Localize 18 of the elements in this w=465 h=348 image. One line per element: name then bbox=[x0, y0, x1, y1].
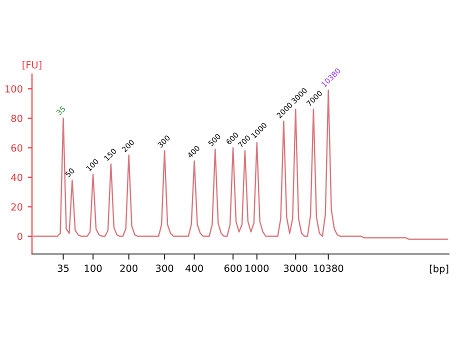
y-tick-label: 100 bbox=[5, 85, 22, 93]
x-tick-label: 100 bbox=[84, 264, 102, 272]
y-tick-label: 60 bbox=[11, 144, 22, 152]
x-tick-label: 300 bbox=[156, 264, 174, 272]
y-tick-label: 40 bbox=[11, 174, 22, 182]
y-tick-label: 20 bbox=[11, 203, 22, 211]
x-tick-label: 35 bbox=[58, 264, 69, 272]
y-tick-label: 0 bbox=[17, 232, 22, 240]
x-tick-label: 10380 bbox=[314, 264, 344, 272]
x-tick-label: 200 bbox=[120, 264, 138, 272]
x-tick-label: 1000 bbox=[246, 264, 269, 272]
x-tick-label: 3000 bbox=[284, 264, 308, 272]
y-tick-label: 80 bbox=[11, 114, 22, 122]
y-axis-title: [FU] bbox=[22, 60, 42, 70]
x-tick-label: 600 bbox=[224, 264, 242, 272]
x-tick-label: 400 bbox=[186, 264, 203, 272]
x-axis-title: [bp] bbox=[430, 264, 448, 274]
line-series bbox=[32, 90, 448, 240]
